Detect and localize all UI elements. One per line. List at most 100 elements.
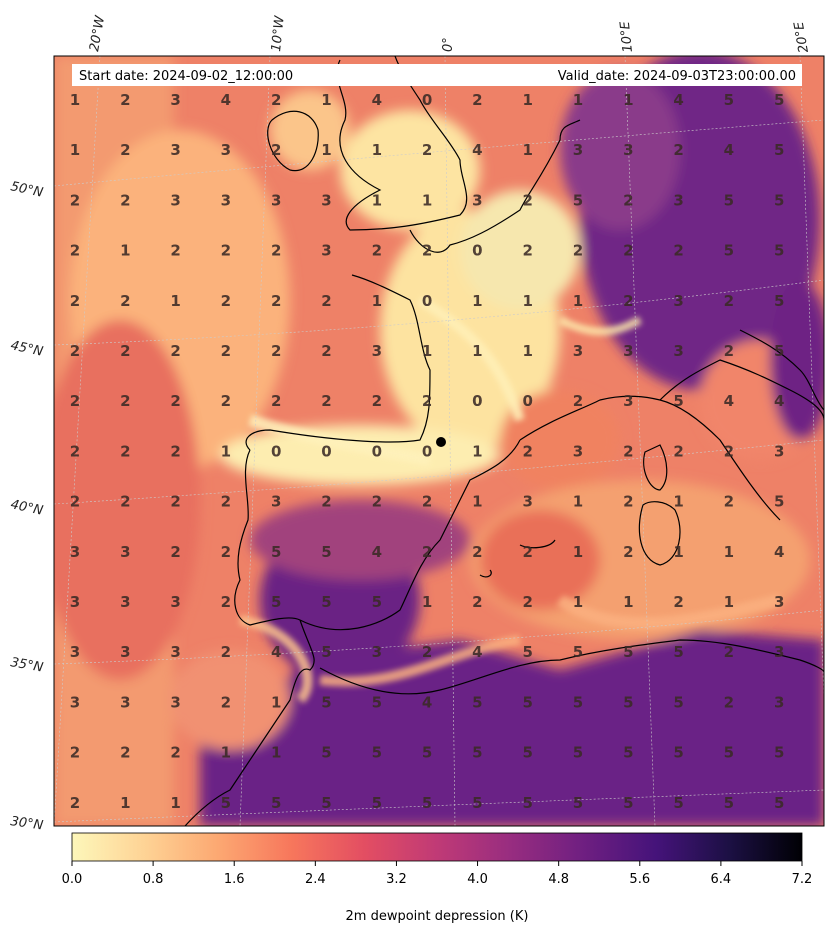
grid-value-label: 2 [372,493,382,511]
colorbar-tick-label: 6.4 [711,872,732,887]
grid-value-label: 1 [472,493,482,511]
grid-value-label: 1 [472,292,482,310]
grid-value-label: 5 [522,693,532,711]
grid-value-label: 3 [774,593,784,611]
grid-value-label: 5 [372,794,382,812]
grid-value-label: 5 [372,593,382,611]
grid-value-label: 1 [170,292,180,310]
grid-value-label: 2 [724,442,734,460]
grid-value-label: 4 [221,91,231,109]
grid-value-label: 2 [170,493,180,511]
grid-value-label: 2 [271,342,281,360]
lon-label-10w: 10°W [269,14,288,52]
grid-value-label: 3 [271,493,281,511]
grid-value-label: 0 [472,242,482,260]
grid-value-label: 2 [623,191,633,209]
grid-value-label: 3 [70,593,80,611]
grid-value-label: 1 [573,292,583,310]
grid-value-label: 2 [522,593,532,611]
grid-value-label: 5 [321,794,331,812]
grid-value-label: 2 [522,191,532,209]
grid-value-label: 1 [221,744,231,762]
grid-value-label: 4 [372,91,382,109]
lat-label-40n: 40°N [9,497,44,519]
grid-value-label: 5 [623,693,633,711]
grid-values-layer: 1 2 3 4 2 1 4 0 2 1 1 1 4 5 5 1 2 3 3 2 1 1 2 4 1 3 3 2 4 5 2 2 3 3 3 3 1 1 3 2… [70,91,785,812]
map-frame [53,55,825,827]
grid-value-label: 3 [372,342,382,360]
grid-value-label: 5 [673,693,683,711]
grid-value-label: 3 [321,242,331,260]
grid-value-label: 1 [623,593,633,611]
grid-value-label: 2 [70,191,80,209]
grid-value-label: 0 [472,392,482,410]
grid-value-label: 1 [170,794,180,812]
grid-value-label: 2 [573,242,583,260]
grid-value-label: 1 [522,91,532,109]
grid-value-label: 5 [573,643,583,661]
grid-value-label: 5 [573,191,583,209]
grid-value-label: 4 [673,91,683,109]
grid-value-label: 5 [623,794,633,812]
grid-value-label: 1 [724,543,734,561]
start-date-text: Start date: 2024-09-02_12:00:00 [79,69,293,84]
grid-value-label: 2 [271,242,281,260]
colorbar-tick-label: 3.2 [386,872,407,887]
grid-value-label: 4 [271,643,281,661]
header-banner [72,64,802,86]
grid-value-label: 5 [422,794,432,812]
grid-value-label: 2 [724,643,734,661]
grid-value-label: 5 [472,744,482,762]
grid-value-label: 1 [372,141,382,159]
grid-value-label: 2 [271,91,281,109]
grid-value-label: 3 [70,693,80,711]
grid-value-label: 1 [221,442,231,460]
colorbar-tick-label: 7.2 [792,872,813,887]
grid-value-label: 5 [321,643,331,661]
grid-value-label: 4 [472,643,482,661]
coastlines [184,56,824,826]
grid-value-label: 1 [573,91,583,109]
lon-label-0: 0° [441,37,456,52]
grid-value-label: 2 [170,242,180,260]
grid-value-label: 3 [623,392,633,410]
lon-label-20w: 20°W [87,14,108,53]
grid-value-label: 5 [422,744,432,762]
location-marker [436,437,446,447]
grid-value-label: 3 [170,643,180,661]
grid-value-label: 1 [623,91,633,109]
grid-value-label: 5 [774,242,784,260]
grid-value-label: 4 [422,693,432,711]
grid-value-label: 1 [271,744,281,762]
grid-value-label: 4 [472,141,482,159]
grid-value-label: 3 [623,342,633,360]
lat-label-45n: 45°N [9,338,44,360]
grid-value-label: 5 [774,141,784,159]
grid-value-label: 2 [120,342,130,360]
grid-value-label: 5 [774,794,784,812]
grid-value-label: 1 [372,292,382,310]
grid-value-label: 3 [120,643,130,661]
colorbar-tick-label: 1.6 [224,872,245,887]
grid-value-label: 0 [271,442,281,460]
grid-value-label: 3 [573,442,583,460]
lon-label-20e: 20°E [792,20,812,54]
grid-value-label: 0 [422,442,432,460]
grid-value-label: 3 [774,693,784,711]
grid-value-label: 2 [724,493,734,511]
grid-value-label: 2 [221,543,231,561]
grid-value-label: 1 [120,242,130,260]
grid-value-label: 2 [321,493,331,511]
grid-value-label: 2 [422,643,432,661]
grid-value-label: 5 [321,693,331,711]
grid-value-label: 2 [372,392,382,410]
lon-label-10e: 10°E [618,20,636,53]
grid-value-label: 0 [522,392,532,410]
grid-value-label: 2 [673,593,683,611]
grid-value-label: 2 [271,141,281,159]
grid-value-label: 2 [623,442,633,460]
grid-value-label: 4 [724,392,734,410]
grid-value-label: 1 [573,593,583,611]
grid-value-label: 2 [70,744,80,762]
